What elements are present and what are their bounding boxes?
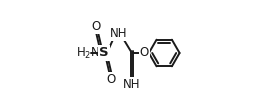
- Text: O: O: [107, 73, 116, 86]
- Text: NH: NH: [110, 27, 127, 40]
- Text: NH: NH: [123, 78, 141, 91]
- Text: O: O: [139, 47, 149, 59]
- Text: $\mathsf{H_2N}$: $\mathsf{H_2N}$: [76, 45, 100, 61]
- Text: O: O: [92, 20, 101, 33]
- Text: S: S: [99, 47, 109, 59]
